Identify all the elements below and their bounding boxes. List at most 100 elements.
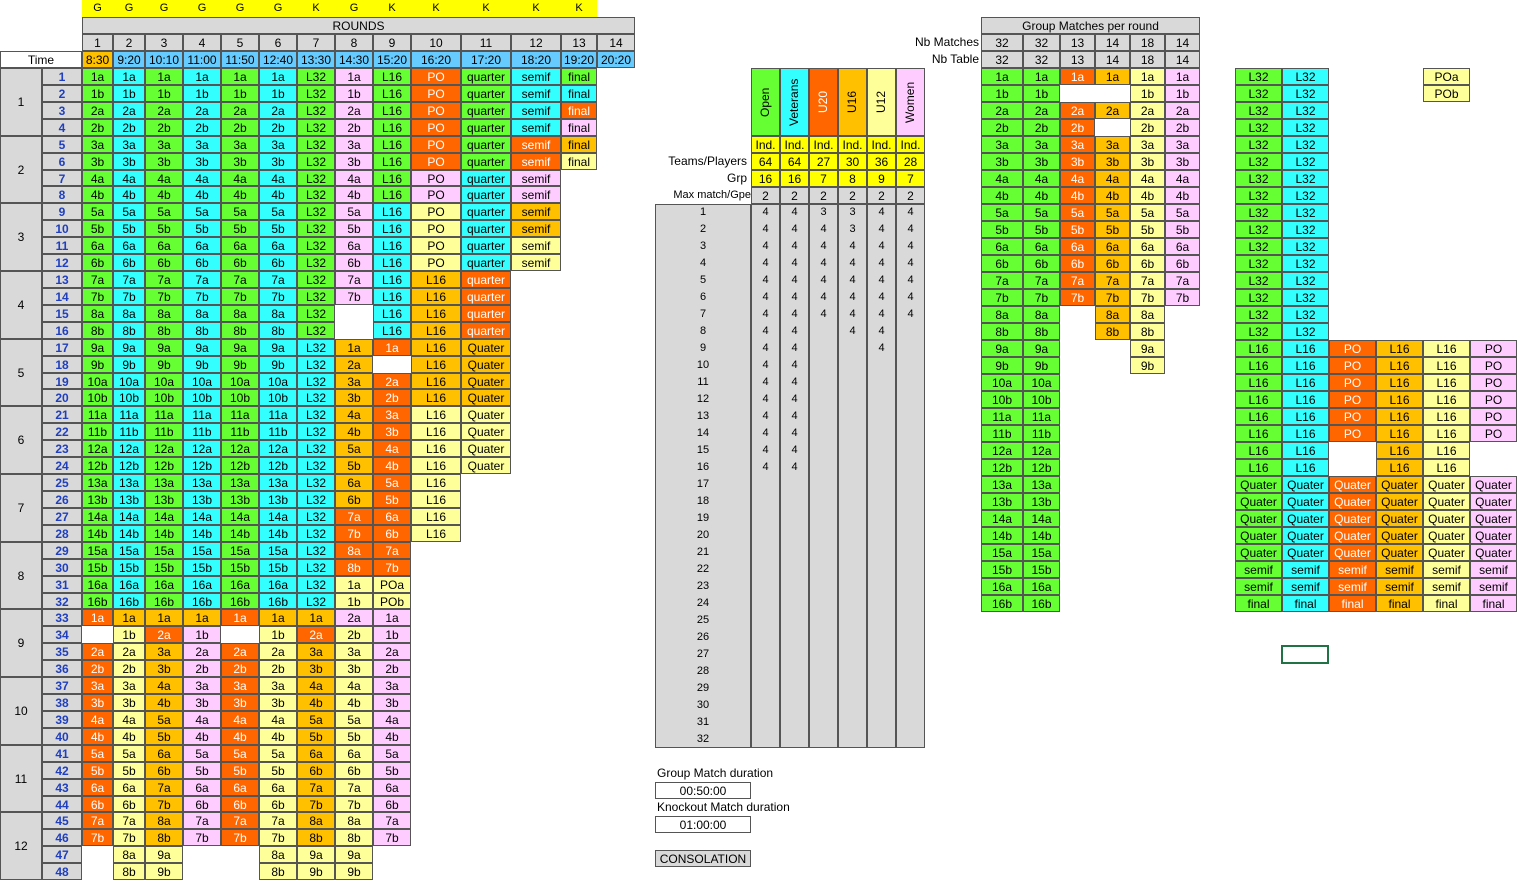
match-cell[interactable]: 3a [335,643,373,661]
knockout-cell[interactable]: semif [1376,578,1423,595]
match-cell[interactable]: 5b [145,727,183,745]
knockout-cell[interactable]: L16 [1282,459,1329,476]
group-count[interactable]: 4 [791,427,798,439]
match-cell[interactable]: 1b [113,84,145,102]
match-cell[interactable]: 13b [113,491,145,508]
group-count[interactable] [896,646,925,663]
knockout-cell[interactable]: L32 [1282,153,1329,170]
group-count[interactable] [838,357,867,374]
group-count[interactable] [896,459,925,476]
group-count[interactable]: 4 [820,223,827,235]
group-match-cell[interactable]: 7b [981,289,1023,306]
group-count[interactable]: 3 [849,206,856,218]
match-cell[interactable]: Quater [461,457,511,475]
group-match-cell[interactable]: 4b [1060,187,1095,204]
match-cell[interactable]: L32 [297,101,335,119]
knockout-cell[interactable]: semif [1423,578,1470,595]
knockout-cell[interactable]: L32 [1235,102,1282,119]
nb-table-value[interactable]: 32 [981,51,1023,68]
group-count[interactable] [751,493,780,510]
group-match-cell[interactable]: 3a [1023,136,1060,153]
match-cell[interactable]: L32 [297,220,335,238]
group-count[interactable]: 4 [762,444,769,456]
group-duration-value[interactable]: 00:50:00 [655,782,751,799]
nb-matches-value[interactable]: 32 [1023,34,1060,51]
knockout-cell[interactable]: Quater [1282,527,1329,544]
match-cell[interactable]: 4b [373,727,411,745]
match-cell[interactable]: 9a [145,846,183,864]
category-max[interactable]: 2 [809,187,838,204]
match-cell[interactable]: 4a [335,169,373,187]
match-cell[interactable]: 2a [335,609,373,627]
group-count[interactable] [751,510,780,527]
match-cell[interactable]: 7a [373,541,411,559]
match-cell[interactable]: 7b [335,287,373,305]
knockout-cell[interactable]: L32 [1282,119,1329,136]
group-match-cell[interactable]: 12b [981,459,1023,476]
knockout-cell[interactable]: L32 [1235,153,1282,170]
match-cell[interactable]: 6b [145,761,183,779]
knockout-cell[interactable]: L16 [1423,391,1470,408]
group-count[interactable]: 4 [849,240,856,252]
group-match-cell[interactable]: 5b [1060,221,1095,238]
knockout-cell[interactable]: L32 [1235,306,1282,323]
knockout-cell[interactable]: PO [1329,408,1376,425]
knockout-cell[interactable]: L16 [1423,408,1470,425]
group-match-cell[interactable]: 10b [981,391,1023,408]
match-cell[interactable]: semif [511,84,561,102]
group-count[interactable]: 4 [791,359,798,371]
match-cell[interactable]: 16b [82,592,113,610]
group-count[interactable]: 4 [762,257,769,269]
knockout-cell[interactable]: POb [1423,85,1470,102]
group-match-cell[interactable]: 12a [981,442,1023,459]
match-cell[interactable]: 1b [183,84,221,102]
group-match-cell[interactable]: 5b [1130,221,1165,238]
match-cell[interactable]: 6b [113,254,145,272]
match-cell[interactable]: 7b [297,795,335,813]
match-cell[interactable]: 15a [145,541,183,559]
group-count[interactable] [896,493,925,510]
group-count[interactable]: 4 [907,291,914,303]
match-cell[interactable]: 4a [145,677,183,695]
group-count[interactable] [838,391,867,408]
group-count[interactable]: 4 [849,274,856,286]
match-cell[interactable]: 2a [259,643,297,661]
knockout-cell[interactable]: final [1470,595,1517,612]
group-count[interactable] [838,561,867,578]
group-match-cell[interactable]: 13b [1023,493,1060,510]
match-cell[interactable]: L16 [373,68,411,85]
category-grp[interactable]: 7 [809,170,838,187]
match-cell[interactable]: L16 [373,203,411,221]
match-cell[interactable]: 8a [113,846,145,864]
match-cell[interactable]: 5b [373,761,411,779]
group-count[interactable] [751,476,780,493]
group-count[interactable]: 4 [762,291,769,303]
match-cell[interactable]: 7b [373,829,411,847]
knockout-cell[interactable]: L32 [1235,238,1282,255]
group-count[interactable] [838,493,867,510]
knockout-cell[interactable]: PO [1329,340,1376,357]
group-count[interactable] [838,731,867,748]
match-cell[interactable]: semif [511,254,561,272]
knockout-cell[interactable]: L16 [1423,374,1470,391]
group-count[interactable] [838,510,867,527]
group-count[interactable] [809,578,838,595]
knockout-cell[interactable]: final [1329,595,1376,612]
match-cell[interactable]: 6b [82,795,113,813]
group-match-cell[interactable]: 7b [1130,289,1165,306]
match-cell[interactable]: 3a [221,677,259,695]
match-cell[interactable]: 16a [259,575,297,593]
group-count[interactable] [809,612,838,629]
match-cell[interactable]: 6a [297,744,335,762]
group-count[interactable] [751,646,780,663]
match-cell[interactable]: L32 [297,474,335,491]
match-cell[interactable]: 1b [183,626,221,644]
knockout-cell[interactable]: Quater [1282,544,1329,561]
group-count[interactable] [867,612,896,629]
group-match-cell[interactable]: 9a [1130,340,1165,357]
match-cell[interactable]: L16 [373,254,411,272]
group-count[interactable] [867,680,896,697]
match-cell[interactable]: 3b [82,694,113,711]
match-cell[interactable]: L32 [297,406,335,424]
match-cell[interactable]: L32 [297,507,335,525]
